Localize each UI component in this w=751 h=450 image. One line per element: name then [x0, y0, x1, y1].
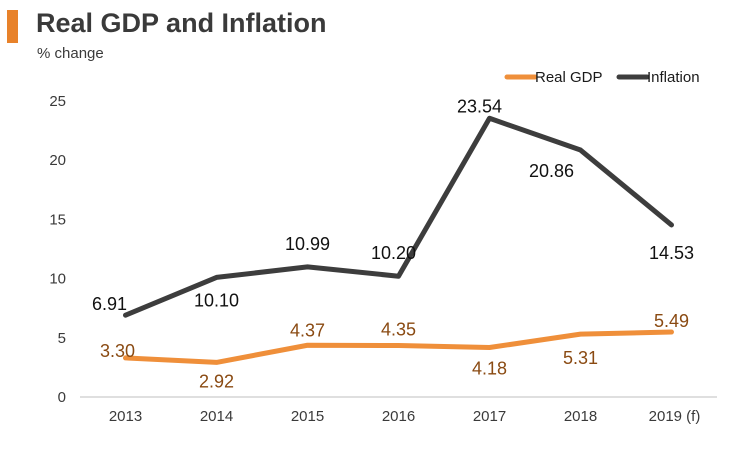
- legend: Real GDP Inflation: [504, 69, 700, 86]
- data-label: 2.92: [199, 371, 234, 391]
- x-tick-label: 2017: [473, 408, 506, 425]
- data-label: 4.37: [290, 320, 325, 340]
- data-label: 10.20: [371, 243, 416, 263]
- data-label: 14.53: [649, 243, 694, 263]
- series-line-inflation: [123, 115, 674, 318]
- legend-label: Real GDP: [535, 69, 603, 86]
- x-tick-label: 2013: [109, 408, 142, 425]
- y-tick-label: 20: [49, 152, 66, 169]
- y-tick-label: 5: [58, 330, 66, 347]
- x-tick-label: 2019 (f): [649, 408, 701, 425]
- y-tick-label: 25: [49, 93, 66, 110]
- data-label: 5.49: [654, 311, 689, 331]
- data-label: 4.35: [381, 319, 416, 339]
- axes: 0 5 10 15 20 25 2013 2014 2015 2016 2017 2018 2019 (…: [49, 93, 717, 425]
- x-tick-label: 2018: [564, 408, 597, 425]
- data-labels: 3.30 2.92 4.37 4.35 4.18 5.31 5.49 6.91 10.10 10.…: [92, 96, 694, 391]
- data-label: 4.18: [472, 359, 507, 379]
- data-label: 10.99: [285, 234, 330, 254]
- y-tick-label: 15: [49, 211, 66, 228]
- data-label: 23.54: [457, 96, 502, 116]
- data-label: 10.10: [194, 290, 239, 310]
- x-tick-label: 2014: [200, 408, 233, 425]
- legend-label: Inflation: [647, 69, 700, 86]
- data-label: 20.86: [529, 161, 574, 181]
- series-lines: [123, 115, 674, 365]
- y-tick-label: 0: [58, 389, 66, 406]
- chart-title: Real GDP and Inflation: [36, 8, 327, 38]
- data-label: 6.91: [92, 294, 127, 314]
- x-tick-label: 2016: [382, 408, 415, 425]
- series-line-real-gdp: [123, 329, 674, 365]
- y-tick-label: 10: [49, 271, 66, 288]
- chart-subtitle: % change: [37, 45, 104, 62]
- data-label: 5.31: [563, 348, 598, 368]
- title-accent-bar: [7, 10, 18, 43]
- x-tick-label: 2015: [291, 408, 324, 425]
- data-label: 3.30: [100, 341, 135, 361]
